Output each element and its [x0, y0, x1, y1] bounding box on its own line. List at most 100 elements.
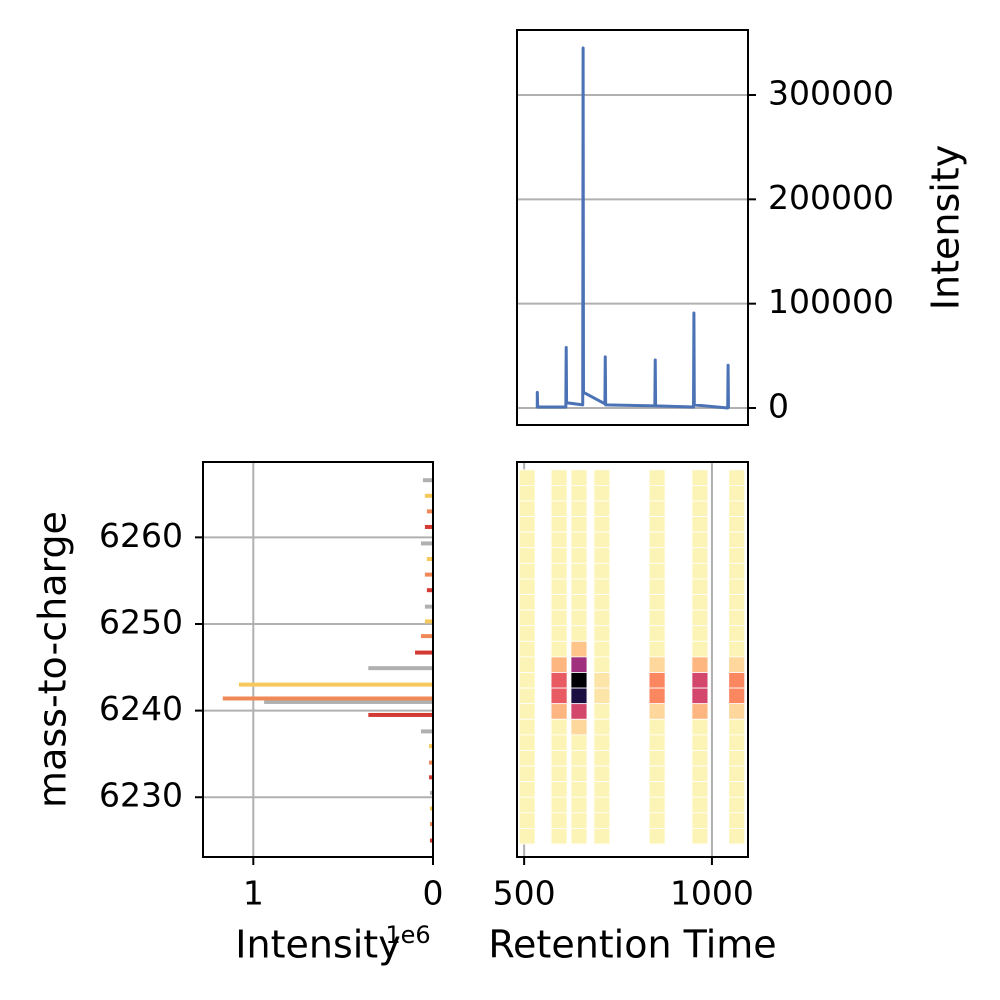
- bar: [429, 806, 433, 811]
- heatmap-cell: [593, 812, 611, 829]
- heatmap-cell: [570, 484, 588, 502]
- x-axis-label: Retention Time: [488, 923, 776, 967]
- heatmap-cell: [570, 781, 588, 798]
- heatmap-cell: [691, 547, 709, 564]
- bar: [420, 634, 433, 639]
- heatmap-cell: [728, 500, 746, 517]
- heatmap-cell: [728, 828, 746, 845]
- bar: [420, 541, 433, 546]
- heatmap-cell: [550, 656, 568, 673]
- heatmap-cell: [648, 703, 666, 720]
- bar: [424, 619, 433, 624]
- heatmap-cell: [691, 812, 709, 829]
- heatmap-cell: [570, 578, 588, 595]
- heatmap-cell: [691, 750, 709, 767]
- line-series: [535, 46, 730, 410]
- heatmap-cell: [648, 547, 666, 564]
- heatmap-cell: [518, 734, 536, 751]
- heatmap-cell: [518, 531, 536, 549]
- heatmap-cell: [728, 531, 746, 549]
- heatmap-cell: [691, 578, 709, 595]
- heatmap-cell: [518, 703, 536, 720]
- heatmap-cell: [550, 828, 568, 845]
- heatmap-cell: [550, 547, 568, 564]
- heatmap-cell: [648, 484, 666, 502]
- x-axis-label: Intensity: [235, 923, 400, 967]
- heatmap-cell: [570, 734, 588, 751]
- heatmap-cell: [648, 531, 666, 549]
- heatmap-cell: [593, 781, 611, 798]
- heatmap-cell: [728, 594, 746, 611]
- heatmap-cell: [593, 703, 611, 720]
- heatmap-cell: [691, 640, 709, 658]
- heatmap-cell: [570, 750, 588, 767]
- bar: [424, 493, 433, 498]
- bar: [415, 650, 433, 655]
- heatmap-cell: [550, 796, 568, 814]
- heatmap-cell: [728, 484, 746, 502]
- heatmap-cell: [728, 718, 746, 736]
- heatmap-cell: [593, 578, 611, 595]
- axes-frame: [516, 461, 749, 858]
- heatmap-cell: [593, 500, 611, 517]
- x-tick-label: 500: [493, 874, 556, 913]
- heatmap-cell: [570, 687, 588, 705]
- heatmap-cell: [728, 516, 746, 533]
- heatmap-cell: [728, 562, 746, 580]
- heatmap-cell: [593, 765, 611, 783]
- axes-frame: [202, 461, 434, 858]
- heatmap-cell: [518, 500, 536, 517]
- heatmap-cell: [550, 594, 568, 611]
- heatmap-cell: [691, 625, 709, 642]
- heatmap-cell: [648, 656, 666, 673]
- heatmap-cell: [691, 484, 709, 502]
- heatmap-cell: [550, 734, 568, 751]
- heatmap-cell: [648, 562, 666, 580]
- y-tick-label: 6230: [99, 776, 183, 815]
- heatmap-cell: [648, 718, 666, 736]
- bar: [368, 712, 433, 717]
- heatmap-cell: [728, 672, 746, 689]
- y-tick-label: 0: [768, 386, 789, 425]
- heatmap-cell: [648, 672, 666, 689]
- bar: [368, 666, 433, 671]
- bar: [264, 699, 433, 704]
- bar: [426, 588, 433, 593]
- heatmap-cell: [593, 656, 611, 673]
- heatmap-cell: [518, 750, 536, 767]
- bar: [429, 822, 433, 827]
- y-tick-label: 300000: [768, 73, 894, 112]
- heatmap-cell: [570, 562, 588, 580]
- heatmap-cell: [593, 469, 611, 486]
- heatmap-cell: [648, 750, 666, 767]
- panel: 0 100000 200000 300000 Intensity: [516, 29, 968, 426]
- bar: [426, 557, 433, 562]
- y-tick-label: 6250: [99, 602, 183, 641]
- heatmap-cell: [550, 469, 568, 486]
- heatmap-cell: [518, 516, 536, 533]
- heatmap-cell: [728, 640, 746, 658]
- heatmap-cell: [728, 796, 746, 814]
- heatmap-cell: [593, 531, 611, 549]
- heatmap-cell: [593, 718, 611, 736]
- y-tick-label: 6260: [99, 516, 183, 555]
- heatmap-cell: [570, 703, 588, 720]
- heatmap-cell: [518, 828, 536, 845]
- heatmap-cell: [648, 812, 666, 829]
- heatmap-cell: [550, 625, 568, 642]
- heatmap-cell: [593, 640, 611, 658]
- heatmap-cell: [570, 672, 588, 689]
- heatmap-cell: [550, 484, 568, 502]
- heatmap-cell: [570, 625, 588, 642]
- heatmap-cell: [570, 594, 588, 611]
- heatmap-cell: [728, 578, 746, 595]
- heatmap-cell: [570, 469, 588, 486]
- heatmap-cell: [570, 718, 588, 736]
- heatmap-cell: [593, 687, 611, 705]
- heatmap-cell: [691, 718, 709, 736]
- heatmap-cell: [593, 796, 611, 814]
- heatmap-cell: [550, 765, 568, 783]
- heatmap-cell: [550, 812, 568, 829]
- heatmap-cell: [691, 781, 709, 798]
